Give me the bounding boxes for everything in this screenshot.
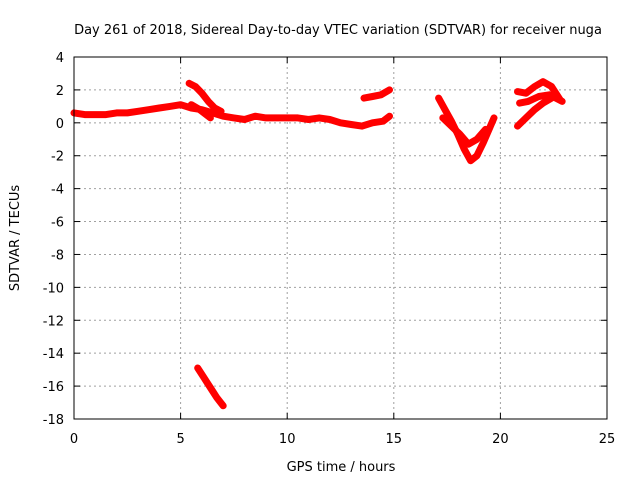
- data-point: [516, 100, 523, 107]
- data-point: [548, 83, 555, 90]
- x-tick-label: 10: [279, 432, 296, 447]
- data-point: [211, 105, 218, 111]
- data-point: [252, 113, 259, 120]
- data-point: [205, 98, 212, 105]
- data-point: [145, 106, 152, 113]
- data-point: [442, 106, 448, 113]
- data-point: [316, 114, 323, 121]
- data-point: [480, 139, 487, 146]
- data-point: [535, 93, 542, 100]
- y-tick-label: -10: [43, 281, 64, 296]
- data-point: [294, 114, 301, 121]
- data-point: [92, 111, 99, 118]
- data-point: [113, 109, 120, 116]
- chart-title: Day 261 of 2018, Sidereal Day-to-day VTE…: [74, 23, 602, 38]
- data-point: [473, 136, 480, 143]
- data-point: [531, 106, 538, 113]
- data-point: [523, 114, 529, 121]
- y-tick-label: -4: [51, 183, 64, 198]
- data-point: [188, 101, 195, 108]
- x-tick-label: 15: [386, 432, 403, 447]
- y-tick-label: -14: [43, 347, 64, 362]
- data-point: [194, 365, 201, 371]
- data-point: [337, 119, 344, 126]
- data-point: [369, 93, 376, 100]
- data-point: [358, 123, 365, 130]
- data-point: [361, 95, 367, 102]
- series-v-dip-18h: [435, 94, 498, 165]
- y-tick-label: -2: [51, 150, 64, 165]
- data-point: [456, 131, 463, 138]
- data-point: [540, 100, 546, 107]
- axis-layer: 0 5 10 15 20 25 -18 -16 -14 -12 -10 -8 -6 -4 -2 0 2 4: [43, 51, 616, 447]
- data-point: [230, 114, 237, 121]
- grid-layer: [74, 57, 607, 419]
- data-point: [166, 103, 173, 110]
- y-tick-label: -6: [51, 216, 64, 231]
- data-point: [326, 116, 333, 123]
- data-point: [523, 90, 529, 97]
- plot-frame: [73, 56, 608, 420]
- data-point: [439, 114, 446, 121]
- y-tick-label: -8: [51, 248, 64, 263]
- data-point: [213, 394, 220, 401]
- data-point: [386, 113, 393, 120]
- data-point: [81, 111, 88, 118]
- series-seg-14h: [360, 86, 393, 102]
- data-point: [177, 101, 184, 108]
- data-point: [548, 95, 555, 102]
- data-point: [207, 384, 214, 391]
- data-point: [559, 98, 566, 105]
- data-point: [386, 86, 393, 93]
- data-point: [491, 114, 497, 121]
- data-point: [461, 146, 468, 153]
- x-tick-label: 25: [599, 432, 616, 447]
- data-point: [465, 141, 472, 148]
- data-point: [103, 111, 109, 118]
- y-tick-label: 2: [56, 84, 64, 99]
- x-axis-label: GPS time / hours: [287, 460, 396, 475]
- data-point: [473, 152, 480, 159]
- data-point: [378, 91, 384, 98]
- y-axis-label: SDTVAR / TECUs: [8, 185, 23, 292]
- data-point: [201, 374, 208, 381]
- data-point: [448, 123, 455, 130]
- data-point: [305, 116, 312, 123]
- data-point: [369, 119, 376, 126]
- data-point: [273, 114, 280, 121]
- data-point: [540, 78, 546, 85]
- data-point: [198, 90, 205, 97]
- series-layer: [70, 78, 566, 410]
- data-point: [135, 108, 141, 115]
- y-tick-label: -12: [43, 314, 64, 329]
- x-tick-label: 0: [70, 432, 78, 447]
- data-point: [525, 98, 532, 105]
- y-tick-label: 0: [56, 117, 64, 132]
- data-point: [380, 118, 387, 125]
- data-point: [348, 121, 355, 128]
- data-point: [262, 114, 269, 121]
- data-point: [207, 114, 214, 121]
- data-point: [124, 109, 131, 116]
- x-tick-label: 20: [492, 432, 509, 447]
- data-point: [514, 123, 521, 130]
- x-tick-label: 5: [176, 432, 184, 447]
- data-point: [218, 108, 225, 115]
- data-point: [435, 95, 442, 102]
- y-tick-label: 4: [56, 51, 64, 66]
- data-point: [196, 106, 203, 113]
- data-point: [241, 116, 248, 123]
- data-point: [220, 402, 227, 409]
- data-point: [482, 126, 489, 133]
- data-point: [531, 83, 538, 90]
- y-tick-label: -18: [43, 413, 64, 428]
- data-point: [192, 83, 199, 90]
- y-tick-label: -16: [43, 380, 64, 395]
- data-point: [467, 157, 474, 164]
- data-point: [156, 105, 163, 111]
- data-point: [514, 88, 521, 95]
- data-point: [284, 114, 291, 121]
- data-point: [186, 80, 193, 87]
